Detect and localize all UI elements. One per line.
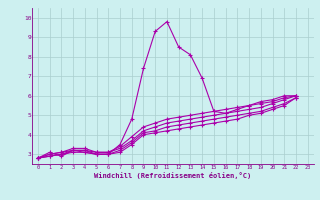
X-axis label: Windchill (Refroidissement éolien,°C): Windchill (Refroidissement éolien,°C) [94, 172, 252, 179]
